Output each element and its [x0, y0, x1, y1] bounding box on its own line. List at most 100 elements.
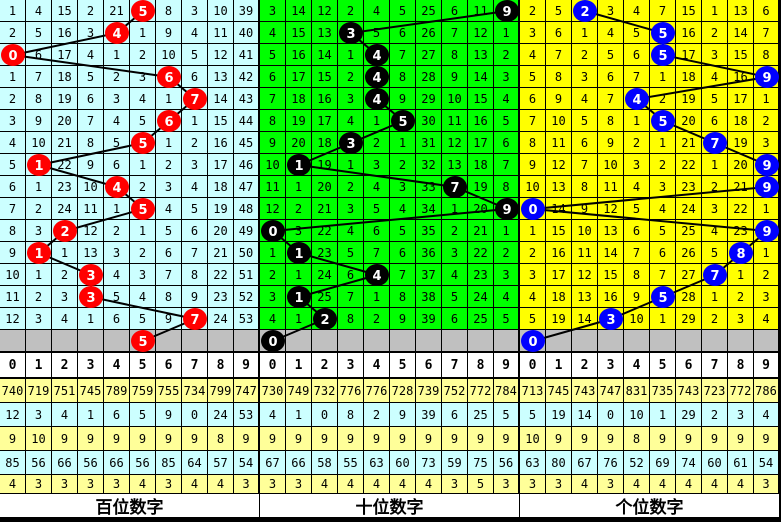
stat-cell: 9	[234, 427, 259, 451]
stat-cell: 52	[624, 451, 650, 475]
ball-digit: 1	[294, 247, 303, 262]
omission-cell: 21	[312, 198, 338, 220]
omission-cell: 3	[182, 154, 208, 176]
draw-ball: 5	[391, 110, 415, 132]
draw-ball: 1	[287, 286, 311, 308]
stat-cell: 5	[468, 475, 494, 494]
omission-cell: 8	[390, 286, 416, 308]
draw-ball: 5	[131, 198, 155, 220]
omission-cell: 50	[234, 242, 259, 264]
pending-cell	[312, 330, 338, 352]
stat-cell: 74	[676, 451, 702, 475]
omission-cell: 4	[364, 0, 390, 22]
omission-cell: 22	[208, 264, 234, 286]
digit-header: 1	[286, 353, 312, 378]
stat-cell: 772	[728, 379, 754, 403]
omission-cell: 11	[572, 242, 598, 264]
omission-cell: 15	[728, 44, 754, 66]
stat-cell: 3	[260, 475, 286, 494]
omission-cell: 52	[234, 286, 259, 308]
stat-cell: 776	[364, 379, 390, 403]
omission-cell: 43	[234, 88, 259, 110]
ball-digit: 0	[528, 203, 537, 218]
stat-cell: 3	[26, 403, 52, 427]
omission-cell: 3	[442, 242, 468, 264]
pending-cell	[702, 330, 728, 352]
stat-cell: 54	[754, 451, 779, 475]
draw-ball: 7	[183, 88, 207, 110]
omission-cell: 34	[416, 198, 442, 220]
ball-digit: 5	[398, 115, 407, 130]
stat-cell: 69	[650, 451, 676, 475]
draw-ball: 8	[729, 242, 753, 264]
omission-cell: 1	[338, 44, 364, 66]
stat-cell: 61	[728, 451, 754, 475]
stat-cell: 3	[442, 475, 468, 494]
omission-cell: 26	[416, 22, 442, 44]
omission-cell: 8	[26, 88, 52, 110]
stat-cell: 8	[208, 427, 234, 451]
omission-cell: 1	[650, 308, 676, 330]
digit-header: 3	[598, 353, 624, 378]
omission-cell: 2	[130, 44, 156, 66]
pending-cell	[286, 330, 312, 352]
omission-cell: 5	[104, 132, 130, 154]
omission-cell: 49	[234, 220, 259, 242]
digit-header: 4	[104, 353, 130, 378]
omission-cell: 12	[572, 264, 598, 286]
omission-cell: 16	[286, 44, 312, 66]
draw-ball: 4	[365, 88, 389, 110]
omission-cell: 1	[754, 198, 779, 220]
omission-cell: 3	[702, 198, 728, 220]
omission-cell: 1	[130, 220, 156, 242]
omission-cell: 2	[520, 242, 546, 264]
omission-cell: 8	[754, 44, 779, 66]
omission-cell: 4	[156, 198, 182, 220]
omission-cell: 1	[0, 0, 26, 22]
stat-cell: 3	[728, 403, 754, 427]
omission-cell: 2	[0, 88, 26, 110]
draw-ball: 5	[131, 132, 155, 154]
omission-cell: 10	[156, 44, 182, 66]
ball-digit: 4	[372, 93, 381, 108]
omission-cell: 16	[676, 22, 702, 44]
stat-cell: 9	[546, 427, 572, 451]
omission-cell: 24	[676, 198, 702, 220]
digit-header: 4	[364, 353, 390, 378]
pending-cell	[728, 330, 754, 352]
stat-cell: 24	[208, 403, 234, 427]
omission-cell: 6	[754, 0, 779, 22]
omission-cell: 4	[494, 286, 519, 308]
stat-cell: 56	[130, 451, 156, 475]
pending-cell	[26, 330, 52, 352]
omission-cell: 27	[416, 44, 442, 66]
omission-cell: 2	[572, 44, 598, 66]
omission-cell: 16	[208, 132, 234, 154]
omission-cell: 5	[182, 198, 208, 220]
omission-cell: 8	[520, 132, 546, 154]
omission-cell: 6	[494, 132, 519, 154]
omission-cell: 13	[572, 286, 598, 308]
stat-cell: 5	[494, 403, 519, 427]
omission-cell: 2	[702, 22, 728, 44]
stat-cell: 63	[364, 451, 390, 475]
draw-ball: 6	[157, 110, 181, 132]
omission-cell: 2	[702, 308, 728, 330]
omission-cell: 14	[728, 22, 754, 44]
stat-cell: 55	[338, 451, 364, 475]
draw-ball: 3	[79, 264, 103, 286]
omission-cell: 7	[598, 88, 624, 110]
omission-cell: 6	[104, 308, 130, 330]
omission-cell: 10	[520, 176, 546, 198]
stat-cell: 9	[572, 427, 598, 451]
omission-cell: 4	[754, 308, 779, 330]
pending-cell	[390, 330, 416, 352]
stat-cell: 60	[702, 451, 728, 475]
ball-digit: 4	[112, 27, 121, 42]
omission-cell: 19	[468, 176, 494, 198]
omission-cell: 3	[494, 264, 519, 286]
stat-cell: 2	[364, 403, 390, 427]
omission-cell: 21	[104, 0, 130, 22]
omission-cell: 18	[676, 66, 702, 88]
digit-header: 6	[156, 353, 182, 378]
